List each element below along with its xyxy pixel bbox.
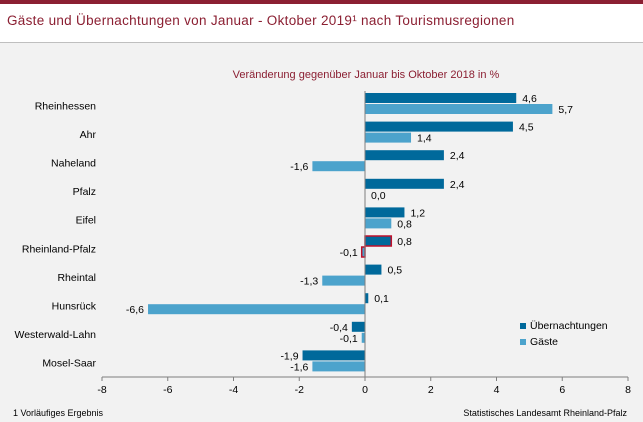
value-label-ubernachtungen-rheinland-pfalz: 0,8 — [397, 236, 412, 248]
value-label-gaste-westerwald-lahn: -0,1 — [340, 333, 358, 345]
category-label-rheinhessen: Rheinhessen — [35, 100, 96, 112]
value-label-ubernachtungen-mosel-saar: -1,9 — [280, 350, 298, 362]
chart-title: Gäste und Übernachtungen von Januar - Ok… — [7, 13, 515, 28]
legend-swatch-gaste — [520, 339, 526, 345]
bar-gaste-hunsruck — [148, 304, 365, 315]
value-label-gaste-ahr: 1,4 — [417, 133, 432, 145]
value-label-gaste-rheinland-pfalz: -0,1 — [340, 247, 358, 259]
bar-ubernachtungen-pfalz — [365, 178, 444, 189]
x-tick-label: 8 — [625, 384, 631, 396]
bars-group: Rheinhessen 4,6 5,7 Ahr 4,5 1,4 Naheland 2,4 -1,… — [14, 93, 573, 373]
category-label-hunsruck: Hunsrück — [52, 301, 97, 313]
bar-ubernachtungen-eifel — [365, 207, 405, 218]
x-tick-label: 6 — [559, 384, 565, 396]
legend-swatch-ubernachtungen — [520, 323, 526, 329]
bar-gaste-westerwald-lahn — [361, 332, 365, 343]
value-label-gaste-hunsruck: -6,6 — [126, 304, 144, 316]
x-tick-label: -2 — [295, 384, 304, 396]
x-axis: -8 -6 -4 -2 0 2 4 6 8 — [97, 91, 631, 396]
category-label-mosel-saar: Mosel-Saar — [42, 358, 96, 370]
x-tick-label: -8 — [97, 384, 106, 396]
value-label-gaste-rheintal: -1,3 — [300, 276, 318, 288]
bar-ubernachtungen-mosel-saar — [302, 350, 365, 361]
value-label-ubernachtungen-westerwald-lahn: -0,4 — [330, 322, 348, 334]
x-tick-label: -6 — [163, 384, 172, 396]
value-label-ubernachtungen-eifel: 1,2 — [410, 207, 425, 219]
title-divider — [0, 42, 643, 43]
value-label-ubernachtungen-naheland: 2,4 — [450, 150, 465, 162]
value-label-gaste-pfalz: 0,0 — [371, 190, 386, 202]
x-tick-label: 4 — [494, 384, 500, 396]
bar-ubernachtungen-naheland — [365, 150, 444, 161]
value-label-gaste-eifel: 0,8 — [397, 218, 412, 230]
x-tick-label: -4 — [229, 384, 238, 396]
value-label-ubernachtungen-rheinhessen: 4,6 — [522, 93, 537, 105]
value-label-gaste-mosel-saar: -1,6 — [290, 361, 308, 373]
bar-ubernachtungen-rheinland-pfalz — [364, 235, 393, 247]
value-label-gaste-naheland: -1,6 — [290, 161, 308, 173]
bar-gaste-mosel-saar — [312, 361, 365, 372]
legend: Übernachtungen Gäste — [520, 320, 608, 348]
category-label-rheintal: Rheintal — [57, 272, 96, 284]
category-label-pfalz: Pfalz — [73, 186, 96, 198]
value-label-ubernachtungen-rheintal: 0,5 — [387, 265, 402, 277]
bar-ubernachtungen-westerwald-lahn — [351, 321, 365, 332]
category-label-ahr: Ahr — [80, 129, 97, 141]
value-label-ubernachtungen-ahr: 4,5 — [519, 122, 534, 134]
bar-ubernachtungen-ahr — [365, 121, 513, 132]
bar-ubernachtungen-hunsruck — [365, 293, 369, 304]
legend-label-ubernachtungen: Übernachtungen — [530, 320, 608, 332]
chart-subtitle: Veränderung gegenüber Januar bis Oktober… — [233, 69, 500, 81]
bar-gaste-eifel — [365, 218, 392, 229]
value-label-gaste-rheinhessen: 5,7 — [558, 104, 573, 116]
footnote: 1 Vorläufiges Ergebnis — [13, 408, 104, 418]
bar-gaste-rheinhessen — [365, 104, 553, 114]
category-label-naheland: Naheland — [51, 158, 96, 170]
category-label-rheinland-pfalz: Rheinland-Pfalz — [22, 243, 96, 255]
x-tick-label: 2 — [428, 384, 434, 396]
legend-label-gaste: Gäste — [530, 336, 558, 348]
x-tick-label: 0 — [362, 384, 368, 396]
category-label-eifel: Eifel — [76, 215, 96, 227]
source-note: Statistisches Landesamt Rheinland-Pfalz — [463, 408, 627, 418]
bar-gaste-rheintal — [322, 275, 365, 286]
value-label-ubernachtungen-hunsruck: 0,1 — [374, 293, 389, 305]
category-label-westerwald-lahn: Westerwald-Lahn — [14, 329, 96, 341]
bar-ubernachtungen-rheinhessen — [365, 93, 517, 103]
bar-gaste-ahr — [365, 132, 412, 143]
bar-gaste-naheland — [312, 161, 365, 172]
value-label-ubernachtungen-pfalz: 2,4 — [450, 179, 465, 191]
bar-ubernachtungen-rheintal — [365, 264, 382, 275]
top-rule — [0, 0, 643, 4]
